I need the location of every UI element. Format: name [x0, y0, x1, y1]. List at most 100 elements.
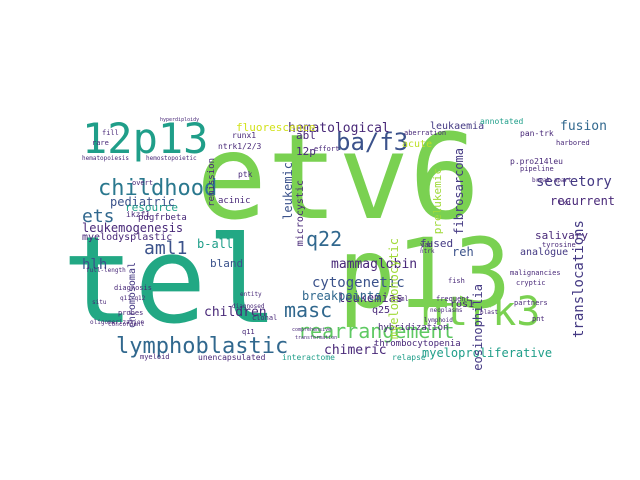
word-secretory: secretory — [536, 174, 612, 190]
word-myeloid: myeloid — [140, 353, 170, 361]
word-harbored: harbored — [556, 139, 590, 147]
word-ntrk: ntrk — [420, 248, 435, 255]
word-pnt: pnt — [532, 315, 545, 323]
word-pediatric: pediatric — [110, 195, 176, 209]
word-transformation: transformation — [295, 335, 338, 341]
word-cryptic: cryptic — [516, 279, 546, 287]
word-salivary: salivary — [535, 229, 588, 242]
word-partners: partners — [514, 299, 548, 307]
word-malignancies: malignancies — [510, 269, 561, 277]
word-neoplasms: neoplasms — [430, 307, 463, 314]
word-resource: resource — [125, 201, 178, 214]
word-hybridization: hybridization — [378, 323, 449, 333]
word-aml: aml — [396, 295, 409, 303]
word-aberration: aberration — [404, 129, 447, 137]
word-recurrent: recurrent — [550, 194, 616, 208]
word-12p13: 12p13 — [82, 114, 209, 163]
word-analogue: analogue — [520, 247, 569, 258]
word-rare: rare — [92, 139, 109, 147]
word-myeloproliferative: myeloproliferative — [422, 346, 553, 360]
word-q22: q22 — [306, 227, 343, 251]
word-tyrosine: tyrosine — [542, 241, 576, 249]
word-acinic: acinic — [218, 196, 251, 206]
word-pdgfrbeta: pdgfrbeta — [138, 213, 187, 223]
word-ptk: ptk — [238, 170, 253, 179]
word-hemostopoietic: hemostopoietic — [146, 155, 197, 162]
word-relapse: relapse — [392, 353, 426, 362]
word-probes: probes — [118, 309, 144, 317]
word-oligomerization: oligomerization — [90, 319, 145, 326]
word-microcystic: microcystic — [295, 180, 306, 247]
word-interactome: interactome — [282, 353, 335, 362]
word-blast: blast — [480, 309, 499, 316]
word-rearrangement: rearrangement — [298, 319, 455, 343]
word-lymphoid: lymphoid — [424, 317, 453, 324]
word-ros1: ros1 — [450, 299, 475, 310]
word-prelukemic: prelukemic — [431, 168, 444, 235]
word-hematological: hematological — [288, 121, 390, 136]
word-cytogenetic: cytogenetic — [312, 275, 405, 291]
word-ets: ets — [82, 206, 115, 227]
word-b-all: b-all — [197, 237, 234, 251]
word-ntrk1-2-3: ntrk1/2/3 — [218, 142, 262, 151]
word-aml1: aml1 — [144, 238, 188, 259]
word-fill: fill — [102, 129, 119, 137]
word-pipeline: pipeline — [520, 165, 554, 173]
word-fusion: fusion — [560, 119, 607, 134]
word-clonal: clonal — [252, 314, 278, 322]
word-ntrk3: ntrk3 — [420, 289, 541, 335]
word-acute: acute — [402, 139, 433, 150]
word-eosinophilia: eosinophilia — [471, 284, 485, 371]
word-hyperdiploidy: hyperdiploidy — [160, 117, 200, 123]
word-full-length: full-length — [86, 267, 126, 274]
word-mammaglobin: mammaglobin — [331, 257, 418, 272]
word-chimeric: chimeric — [324, 343, 387, 358]
word-lymphoblastic: lymphoblastic — [116, 334, 289, 359]
word-masc: masc — [284, 298, 333, 322]
word-breakpoints: breakpoints — [302, 289, 382, 303]
word-comprehensive: comprehensive — [292, 327, 332, 333]
word-diagnosis: diagnosis — [114, 284, 152, 292]
word-fish: fish — [448, 277, 465, 285]
word-hlh: hlh — [82, 257, 108, 273]
word-leukemias: leukemias — [338, 291, 404, 305]
word-abl: abl — [296, 129, 316, 142]
word-unencapsulated: unencapsulated — [198, 353, 266, 362]
word-runx1: runx1 — [232, 131, 257, 140]
word-etv6: etv6 — [196, 108, 481, 246]
word-childhood: childhood — [98, 176, 218, 201]
word-leukemogenesis: leukemogenesis — [82, 221, 184, 235]
word-ikzf1: ikzf1 — [126, 210, 151, 219]
word-q11: q11 — [242, 328, 255, 336]
word-thrombocytopenia: thrombocytopenia — [374, 339, 461, 349]
word-diagnosed: diagnosed — [232, 303, 265, 310]
word-myelomonocytic: myelomonocytic — [387, 238, 401, 340]
word-myelodysplastic: myelodysplastic — [82, 232, 173, 243]
word-q11-q12: q11-q12 — [120, 295, 146, 302]
word-entity: entity — [240, 291, 262, 298]
word-reh: reh — [452, 245, 474, 259]
word-effort: effort — [314, 145, 340, 153]
word-tkd: tkd — [558, 199, 571, 207]
word-fused: fused — [420, 237, 454, 250]
word-fibrosarcoma: fibrosarcoma — [452, 148, 466, 235]
word-leukemic: leukemic — [281, 162, 295, 220]
word-p13: p13 — [338, 218, 512, 330]
word-overt: overt — [132, 179, 154, 187]
word-leukaemia: leukaemia — [430, 121, 485, 132]
word-concordant: concordant — [108, 321, 145, 328]
word-q25: q25 — [372, 305, 391, 316]
word-children: children — [204, 305, 267, 320]
word-remission: remission — [207, 158, 217, 207]
word-p-pro214leu: p.pro214leu — [510, 157, 563, 166]
word-pan-trk: pan-trk — [520, 129, 554, 138]
word-frequent: frequent — [436, 295, 470, 303]
word-tel: tel — [62, 212, 279, 351]
word-yan: yan — [420, 241, 433, 249]
word-annotated: annotated — [480, 117, 524, 126]
word-12p: 12p — [296, 145, 316, 158]
word-hematopoiesis: hematopoiesis — [82, 155, 129, 162]
word-ba-f3: ba/f3 — [336, 128, 409, 156]
word-fluorescence: fluorescence — [236, 121, 316, 134]
